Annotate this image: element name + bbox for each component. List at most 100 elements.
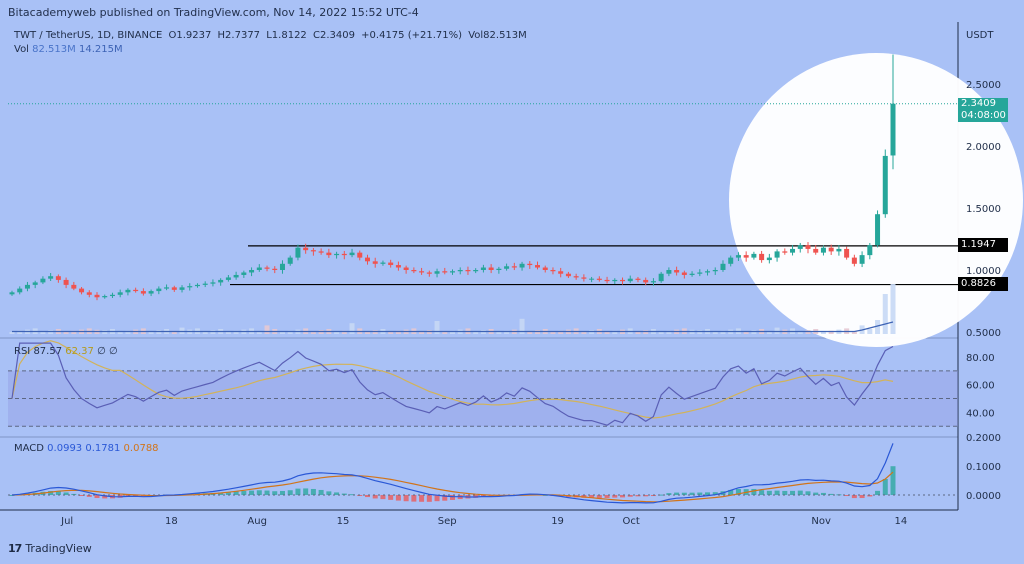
- volume-bar-84: [658, 332, 664, 334]
- candle-body-45: [357, 252, 363, 258]
- macd-hist-bar-9: [79, 495, 85, 496]
- time-tick-label-4: Sep: [438, 516, 457, 527]
- currency-label: USDT: [966, 30, 994, 41]
- price-tick-label-1: 2.0000: [966, 142, 1001, 153]
- volume-bar-60: [473, 331, 479, 334]
- candle-body-67: [527, 263, 533, 266]
- candle-body-93: [728, 257, 734, 264]
- volume-bar-56: [442, 332, 448, 334]
- volume-bar-36: [287, 330, 293, 334]
- candle-body-76: [596, 278, 602, 280]
- candle-body-101: [790, 248, 796, 253]
- symbol-name[interactable]: TWT / TetherUS, 1D, BINANCE: [14, 30, 163, 41]
- candle-body-63: [496, 268, 502, 270]
- candle-body-87: [681, 272, 687, 275]
- candle-body-69: [542, 267, 548, 270]
- macd-label[interactable]: MACD: [14, 443, 44, 454]
- tradingview-logo-text: TradingView: [25, 542, 92, 555]
- volume-bar-8: [71, 330, 77, 334]
- rsi-tick-label-2: 40.00: [966, 408, 995, 419]
- countdown-value: 04:08:00: [961, 110, 1006, 121]
- macd-hist-bar-33: [264, 490, 270, 495]
- tradingview-mark-icon: 17: [8, 542, 22, 555]
- candle-body-40: [318, 251, 324, 253]
- volume-bar-64: [504, 330, 510, 334]
- volume-bar-42: [334, 332, 340, 334]
- macd-hist-bar-79: [620, 495, 626, 498]
- volume-bar-70: [550, 332, 556, 334]
- macd-hist-bar-49: [388, 495, 394, 500]
- macd-hist-value: 0.0993: [47, 443, 83, 454]
- macd-hist-bar-103: [805, 491, 811, 495]
- volume-bar-74: [581, 331, 587, 334]
- candle-body-52: [411, 270, 417, 272]
- candle-body-12: [102, 296, 108, 298]
- candle-body-22: [179, 287, 185, 290]
- candle-body-29: [233, 274, 239, 278]
- candle-body-102: [797, 245, 803, 249]
- volume-legend: Vol 82.513M 14.215M: [14, 44, 123, 55]
- volume-bar-67: [527, 331, 533, 334]
- macd-hist-bar-101: [790, 490, 796, 495]
- candle-body-73: [573, 276, 579, 278]
- rsi-label[interactable]: RSI: [14, 346, 31, 357]
- macd-hist-bar-36: [287, 490, 293, 495]
- last-price-value: 2.3409: [961, 98, 996, 109]
- candle-body-17: [140, 291, 146, 294]
- candle-body-7: [63, 279, 69, 285]
- volume-bar-29: [233, 330, 239, 334]
- candle-body-0: [9, 292, 15, 295]
- candle-body-14: [117, 292, 123, 295]
- volume-bar-55: [434, 321, 440, 334]
- volume-bar-39: [310, 331, 316, 334]
- time-tick-label-5: 19: [551, 516, 564, 527]
- candle-body-49: [388, 262, 394, 266]
- candle-body-107: [836, 248, 842, 252]
- candle-body-18: [148, 291, 154, 294]
- candle-body-88: [689, 273, 695, 275]
- candle-body-4: [40, 278, 46, 283]
- macd-hist-bar-0: [9, 495, 15, 496]
- macd-hist-bar-57: [450, 495, 455, 500]
- candle-body-54: [426, 272, 432, 274]
- candle-body-1: [17, 288, 23, 293]
- volume-bar-81: [635, 331, 641, 334]
- candle-body-27: [218, 279, 224, 283]
- macd-hist-bar-12: [102, 495, 108, 499]
- candle-body-20: [164, 287, 170, 289]
- volume-bar-95: [743, 331, 749, 334]
- volume-label[interactable]: Vol: [14, 44, 29, 55]
- change-value: +0.4175 (+21.71%): [361, 30, 463, 41]
- tradingview-logo[interactable]: 17 TradingView: [8, 542, 92, 555]
- candle-body-50: [395, 265, 401, 268]
- candle-body-106: [828, 247, 834, 252]
- macd-hist-bar-104: [813, 492, 819, 495]
- macd-line: [11, 443, 894, 504]
- high-value: H2.7377: [217, 30, 261, 41]
- time-tick-label-2: Aug: [247, 516, 267, 527]
- candle-body-46: [364, 257, 370, 262]
- macd-hist-bar-84: [658, 494, 664, 496]
- candle-body-61: [480, 267, 486, 270]
- volume-bar-114: [890, 284, 896, 334]
- macd-hist-bar-94: [735, 489, 741, 495]
- macd-hist-bar-53: [419, 495, 425, 502]
- volume-bar-33: [264, 325, 270, 334]
- volume-bar-32: [256, 331, 262, 334]
- macd-hist-bar-55: [434, 495, 440, 502]
- macd-hist-bar-82: [643, 495, 649, 497]
- candle-body-28: [225, 277, 231, 280]
- macd-hist-bar-52: [411, 495, 417, 502]
- macd-hist-bar-35: [279, 490, 285, 495]
- macd-hist-bar-60: [473, 495, 479, 498]
- macd-hist-bar-42: [334, 492, 340, 495]
- candle-body-108: [844, 248, 850, 258]
- volume-bar-99: [774, 327, 780, 334]
- macd-hist-bar-89: [697, 492, 703, 495]
- volume-bar-18: [148, 331, 154, 334]
- candle-body-97: [759, 253, 765, 261]
- macd-hist-bar-112: [875, 490, 881, 495]
- macd-hist-bar-44: [349, 494, 355, 496]
- candle-body-66: [519, 263, 525, 268]
